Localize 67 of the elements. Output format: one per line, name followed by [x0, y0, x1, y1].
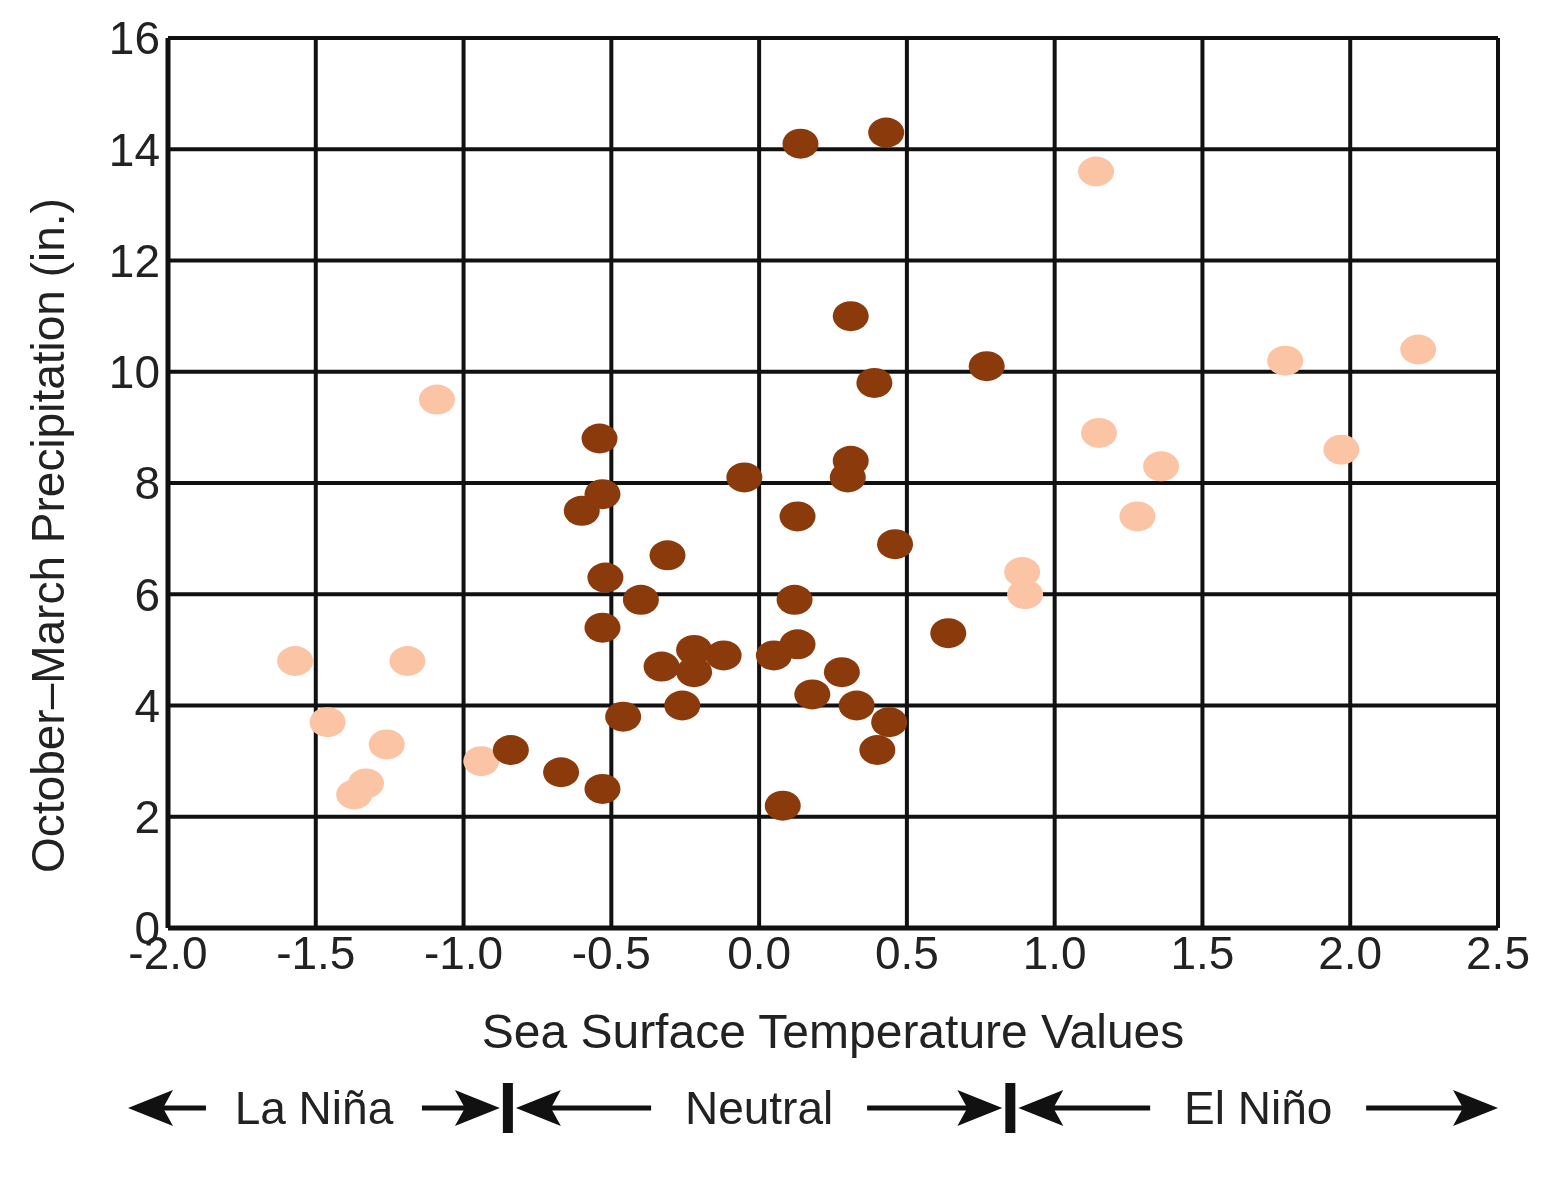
x-tick-label: 1.0 [1022, 926, 1087, 979]
y-axis-title: October–March Precipitation (in.) [22, 198, 75, 873]
point [877, 529, 914, 560]
point [871, 707, 908, 738]
point [1119, 501, 1156, 532]
y-tick-label: 8 [134, 457, 160, 510]
point [1267, 345, 1304, 376]
point [1078, 156, 1115, 187]
y-tick-label: 6 [134, 568, 160, 621]
point [782, 128, 819, 159]
y-tick-label: 10 [108, 346, 160, 399]
y-tick-label: 14 [108, 123, 160, 176]
point [277, 646, 314, 676]
y-tick-label: 4 [134, 679, 160, 732]
point [418, 384, 455, 415]
point [968, 351, 1005, 382]
point [605, 701, 642, 732]
point [492, 735, 529, 765]
point [622, 584, 659, 615]
point [794, 679, 831, 710]
point [463, 746, 500, 777]
point [823, 657, 860, 688]
point [664, 690, 701, 721]
point [584, 773, 621, 804]
y-tick-label: 16 [108, 12, 160, 65]
point [587, 562, 624, 593]
x-tick-label: 0.0 [727, 926, 792, 979]
point [543, 757, 580, 788]
x-tick-label: -1.5 [276, 926, 356, 979]
x-tick-label: 2.0 [1318, 926, 1383, 979]
point [856, 367, 893, 398]
point [930, 618, 967, 649]
point [832, 301, 869, 332]
point [1143, 451, 1180, 482]
point [348, 768, 385, 799]
text: El Niño [1184, 1082, 1333, 1134]
point [1007, 579, 1044, 610]
point [705, 640, 742, 671]
point [1400, 334, 1437, 365]
text: La Niña [234, 1082, 394, 1134]
point [868, 117, 905, 148]
point [726, 462, 763, 493]
x-tick-label: 0.5 [874, 926, 939, 979]
point [779, 501, 816, 532]
point [389, 646, 426, 676]
point [581, 423, 618, 454]
point [563, 495, 600, 526]
text: Neutral [684, 1082, 834, 1134]
x-axis-title: Sea Surface Temperature Values [481, 1005, 1185, 1058]
point [859, 735, 896, 765]
point [309, 707, 346, 738]
point [1323, 434, 1360, 465]
x-tick-label: 2.5 [1466, 926, 1530, 979]
point [776, 584, 813, 615]
point [838, 690, 875, 721]
point [764, 790, 801, 821]
point [368, 729, 405, 760]
y-tick-label: 12 [108, 234, 160, 287]
point [779, 629, 816, 660]
x-tick-label: 1.5 [1170, 926, 1235, 979]
point [649, 540, 686, 571]
point [584, 612, 621, 643]
x-tick-label: -1.0 [423, 926, 504, 979]
x-tick-label: -0.5 [571, 926, 651, 979]
point [643, 651, 680, 682]
point [1081, 417, 1117, 448]
y-tick-label: 2 [134, 791, 160, 844]
